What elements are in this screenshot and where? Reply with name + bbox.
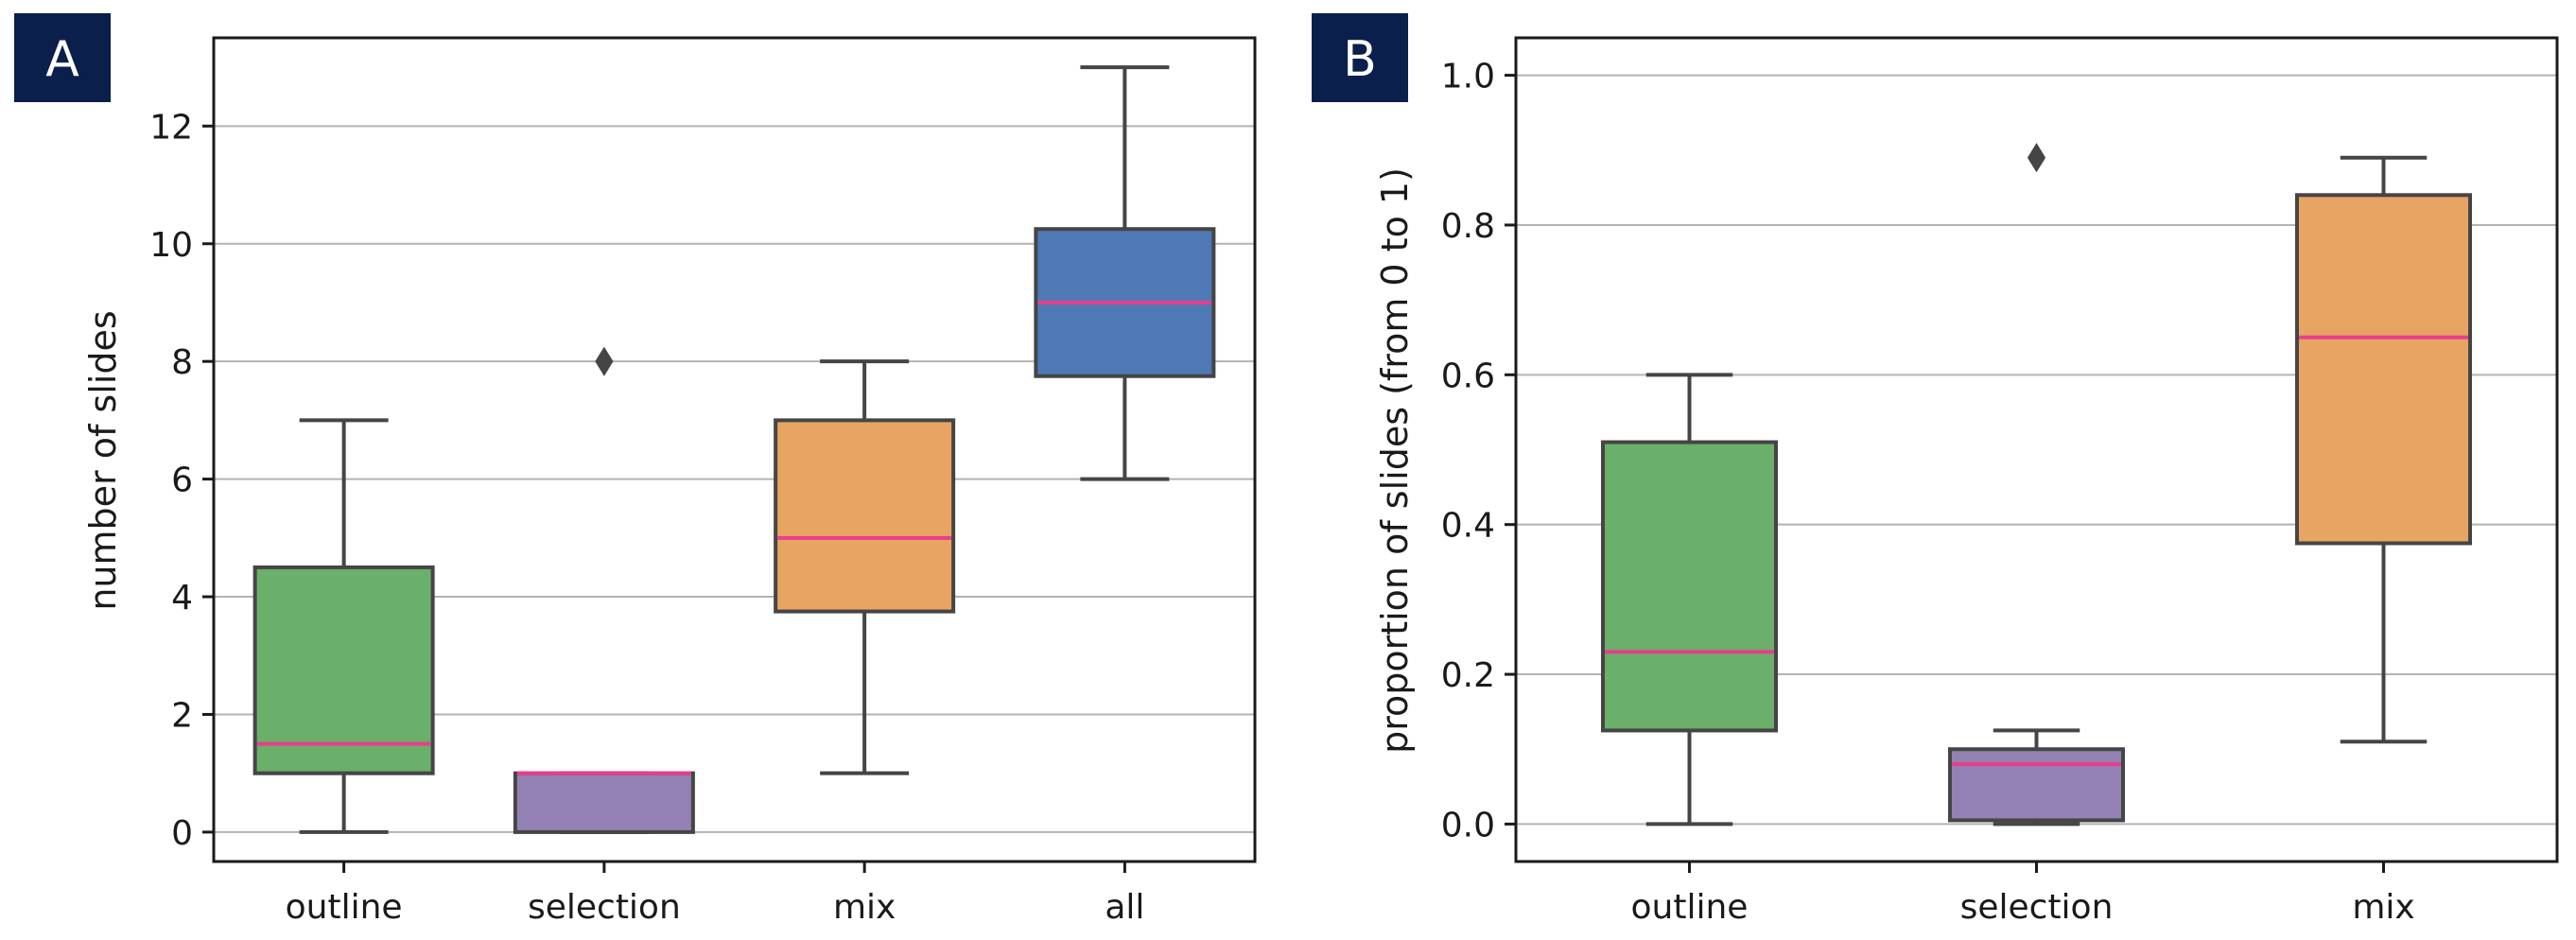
- box-body: [1948, 747, 2125, 823]
- panel-a-badge: [14, 13, 111, 102]
- panel-a-y-tick-label: 2: [171, 696, 193, 735]
- panel-b-y-tick-label: 0.6: [1441, 357, 1495, 395]
- panel-b-y-tick-label: 0.0: [1441, 806, 1495, 844]
- panel-b-x-tick-label: mix: [2352, 888, 2414, 927]
- panel-a-letter: A: [45, 31, 79, 88]
- outlier-marker: [595, 346, 614, 376]
- panel-a-y-tick-label: 0: [171, 814, 193, 853]
- panel-b-box-outline: [1601, 373, 1778, 827]
- panel-b-x-tick-label: selection: [1960, 888, 2114, 927]
- panel-a-x-tick-label: outline: [286, 888, 403, 927]
- box-body: [252, 565, 435, 775]
- panel-a-box-selection: [513, 346, 695, 834]
- panel-a-y-tick-label: 4: [171, 579, 193, 618]
- panel-b-x-ticks: outline selection mix: [1631, 862, 2415, 927]
- panel-a-box-all: [1034, 65, 1216, 481]
- panel-b-box-mix: [2295, 155, 2472, 744]
- panel-b-y-tick-label: 0.4: [1441, 507, 1495, 546]
- panel-b-x-tick-label: outline: [1631, 888, 1749, 927]
- panel-b-y-tick-label: 0.8: [1441, 207, 1495, 246]
- panel-b-box-selection: [1948, 143, 2125, 827]
- panel-a-x-tick-label: selection: [528, 888, 681, 927]
- panel-a-y-tick-label: 6: [171, 461, 193, 500]
- box-body: [513, 771, 695, 834]
- panel-a: A number of slides 0 2 4 6 8 10 12 outline sele…: [14, 13, 1257, 927]
- panel-a-y-tick-label: 8: [171, 343, 193, 382]
- box-body: [774, 418, 956, 614]
- panel-b: B proportion of slides (from 0 to 1) 0.0…: [1312, 13, 2559, 927]
- panel-a-x-tick-label: mix: [833, 888, 896, 927]
- panel-a-x-tick-label: all: [1105, 888, 1144, 927]
- panel-a-boxes: [252, 65, 1216, 834]
- panel-a-box-mix: [774, 359, 956, 775]
- panel-b-badge: [1312, 13, 1408, 102]
- panel-a-y-ticks: 0 2 4 6 8 10 12: [149, 108, 214, 853]
- panel-b-boxes: [1601, 143, 2472, 827]
- panel-a-y-axis-title: number of slides: [82, 310, 124, 610]
- box-body: [1601, 440, 1778, 733]
- panel-a-y-tick-label: 12: [149, 108, 193, 147]
- panel-b-letter: B: [1343, 31, 1377, 88]
- panel-b-y-tick-label: 0.2: [1441, 656, 1495, 695]
- box-body: [2295, 193, 2472, 546]
- panel-a-frame: [212, 36, 1257, 863]
- panel-b-frame: [1514, 36, 2559, 863]
- panel-b-y-axis-title: proportion of slides (from 0 to 1): [1374, 167, 1416, 754]
- panel-b-y-tick-label: 1.0: [1441, 58, 1495, 96]
- panel-a-y-tick-label: 10: [149, 226, 193, 265]
- outlier-marker: [2027, 143, 2046, 173]
- panel-a-box-outline: [252, 418, 435, 834]
- panel-b-y-ticks: 0.0 0.2 0.4 0.6 0.8 1.0: [1441, 58, 1516, 844]
- panel-a-x-ticks: outline selection mix all: [286, 862, 1144, 927]
